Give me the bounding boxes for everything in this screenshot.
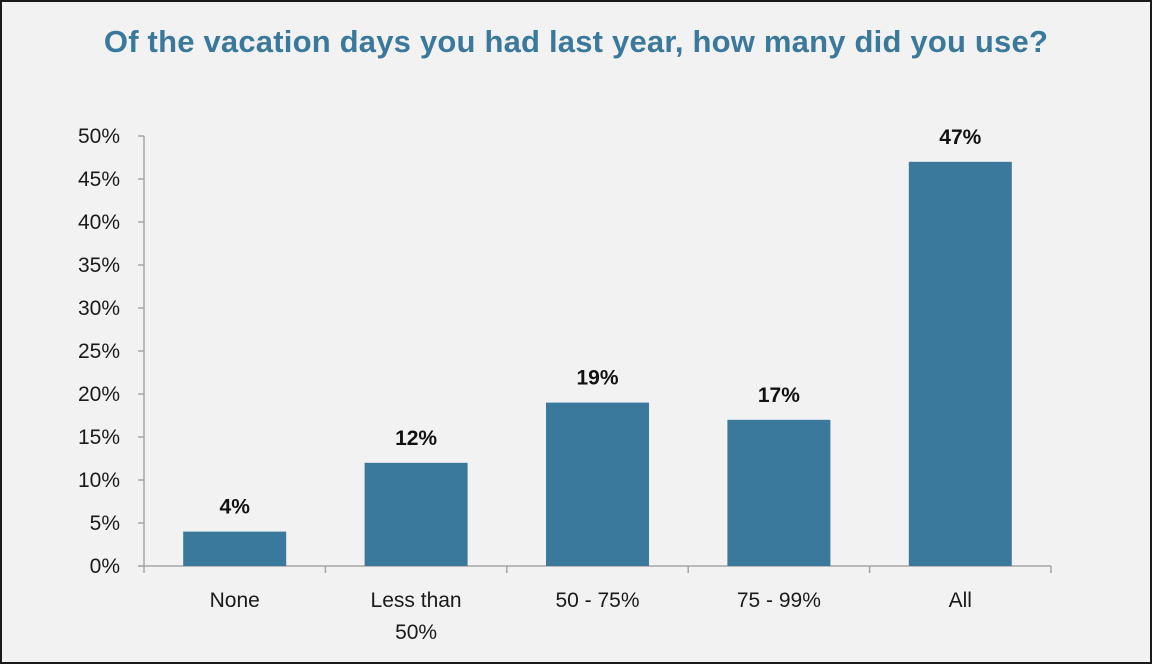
y-tick-label: 10% xyxy=(78,469,120,492)
category-label: 50 - 75% xyxy=(555,589,639,612)
bar xyxy=(727,419,831,566)
y-tick-label: 40% xyxy=(78,211,120,234)
y-tick-label: 30% xyxy=(78,297,120,320)
data-label: 47% xyxy=(939,126,981,149)
category-label: 75 - 99% xyxy=(737,589,821,612)
y-tick-label: 15% xyxy=(78,426,120,449)
y-tick-label: 25% xyxy=(78,340,120,363)
category-label: Less than xyxy=(371,589,462,612)
data-label: 12% xyxy=(395,427,437,450)
category-label: All xyxy=(949,589,972,612)
bar xyxy=(364,462,468,566)
y-tick-label: 0% xyxy=(90,555,120,578)
bar xyxy=(908,161,1012,567)
y-tick-label: 50% xyxy=(78,125,120,148)
category-label: 50% xyxy=(395,621,437,644)
data-label: 4% xyxy=(220,496,251,519)
y-tick-label: 5% xyxy=(90,512,120,535)
y-tick-label: 45% xyxy=(78,168,120,191)
y-tick-label: 20% xyxy=(78,383,120,406)
bar xyxy=(546,402,649,566)
category-label: None xyxy=(210,589,260,612)
data-label: 17% xyxy=(758,384,800,407)
data-label: 19% xyxy=(576,367,618,390)
chart-title: Of the vacation days you had last year, … xyxy=(103,24,1049,59)
bar xyxy=(183,531,287,566)
y-tick-label: 35% xyxy=(78,254,120,277)
